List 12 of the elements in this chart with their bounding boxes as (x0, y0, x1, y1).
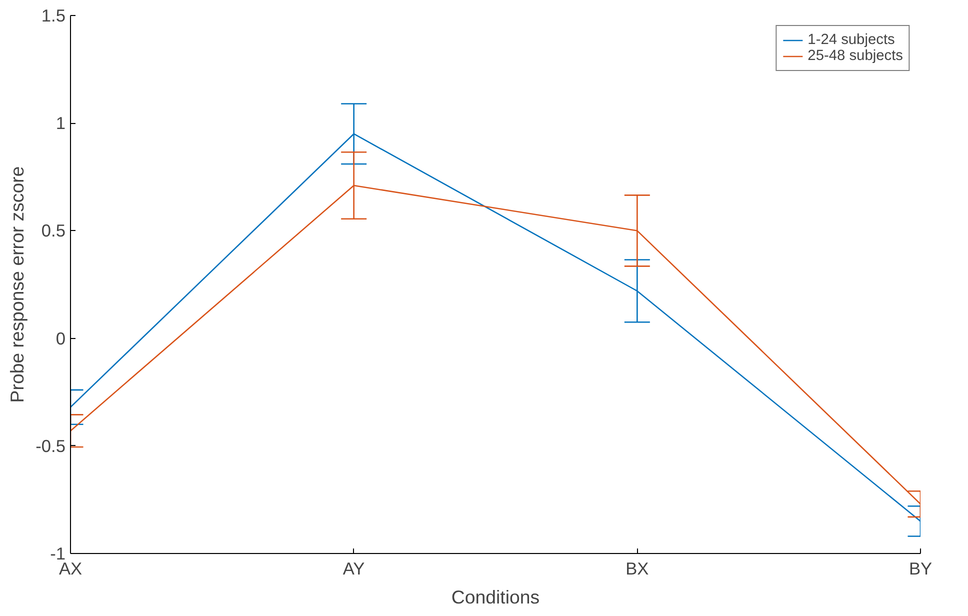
legend-label: 25-48 subjects (808, 48, 903, 64)
y-tick-label: 1.5 (41, 6, 66, 26)
y-axis-title: Probe response error zscore (6, 166, 28, 403)
y-tick-label: 1 (56, 113, 66, 134)
x-tick-label: AY (342, 558, 366, 578)
legend-label: 1-24 subjects (808, 32, 895, 48)
x-tick-label: BX (626, 558, 650, 578)
y-tick-label: 0.5 (41, 220, 66, 241)
y-tick-label: 0 (56, 328, 66, 348)
y-tick-label: -0.5 (36, 436, 66, 456)
x-tick-label: BY (908, 558, 932, 578)
x-axis-title: Conditions (451, 586, 540, 608)
